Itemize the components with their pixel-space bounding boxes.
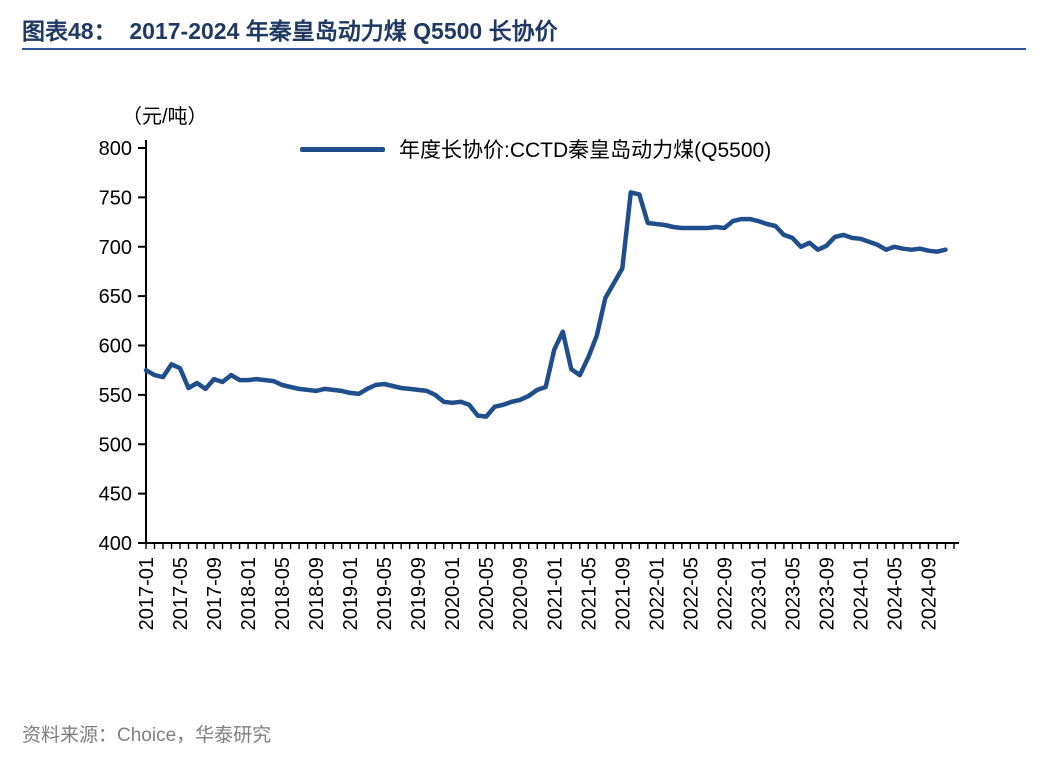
svg-text:2022-09: 2022-09 [714, 557, 736, 630]
svg-text:500: 500 [99, 434, 132, 456]
svg-text:2018-01: 2018-01 [238, 557, 260, 630]
svg-text:800: 800 [99, 138, 132, 160]
legend-label: 年度长协价:CCTD秦皇岛动力煤(Q5500) [399, 139, 772, 162]
svg-text:2018-09: 2018-09 [306, 557, 328, 630]
svg-text:2023-01: 2023-01 [748, 557, 770, 630]
line-chart: 400 450 500 550 600 650 700 750 800 2017-01 2017-0… [99, 138, 959, 630]
svg-text:2021-09: 2021-09 [612, 557, 634, 630]
svg-text:2022-05: 2022-05 [680, 557, 702, 630]
svg-text:2022-01: 2022-01 [646, 557, 668, 630]
svg-text:2023-05: 2023-05 [782, 557, 804, 630]
svg-text:450: 450 [99, 484, 132, 506]
svg-text:2017-05: 2017-05 [170, 557, 192, 630]
legend-line-swatch [300, 146, 385, 152]
svg-text:2024-05: 2024-05 [884, 557, 906, 630]
svg-text:2021-01: 2021-01 [544, 557, 566, 630]
svg-text:2024-09: 2024-09 [918, 557, 940, 630]
svg-text:2020-09: 2020-09 [510, 557, 532, 630]
chart-legend: 年度长协价:CCTD秦皇岛动力煤(Q5500) [300, 134, 771, 164]
svg-text:550: 550 [99, 385, 132, 407]
svg-text:650: 650 [99, 286, 132, 308]
svg-text:2024-01: 2024-01 [850, 557, 872, 630]
svg-text:2017-01: 2017-01 [136, 557, 158, 630]
svg-text:2020-05: 2020-05 [476, 557, 498, 630]
svg-text:2019-05: 2019-05 [374, 557, 396, 630]
y-axis-unit-label: （元/吨） [122, 106, 208, 128]
title-underline-rule [22, 48, 1026, 50]
svg-text:400: 400 [99, 533, 132, 555]
svg-text:2020-01: 2020-01 [442, 557, 464, 630]
svg-text:2019-09: 2019-09 [408, 557, 430, 630]
svg-text:600: 600 [99, 336, 132, 358]
figure-title: 图表48： 2017-2024 年秦皇岛动力煤 Q5500 长协价 [22, 18, 558, 44]
svg-text:2023-09: 2023-09 [816, 557, 838, 630]
svg-text:750: 750 [99, 187, 132, 209]
svg-text:2017-09: 2017-09 [204, 557, 226, 630]
svg-text:2021-05: 2021-05 [578, 557, 600, 630]
source-note: 资料来源：Choice，华泰研究 [22, 725, 272, 746]
svg-text:2019-01: 2019-01 [340, 557, 362, 630]
svg-text:700: 700 [99, 237, 132, 259]
svg-text:2018-05: 2018-05 [272, 557, 294, 630]
